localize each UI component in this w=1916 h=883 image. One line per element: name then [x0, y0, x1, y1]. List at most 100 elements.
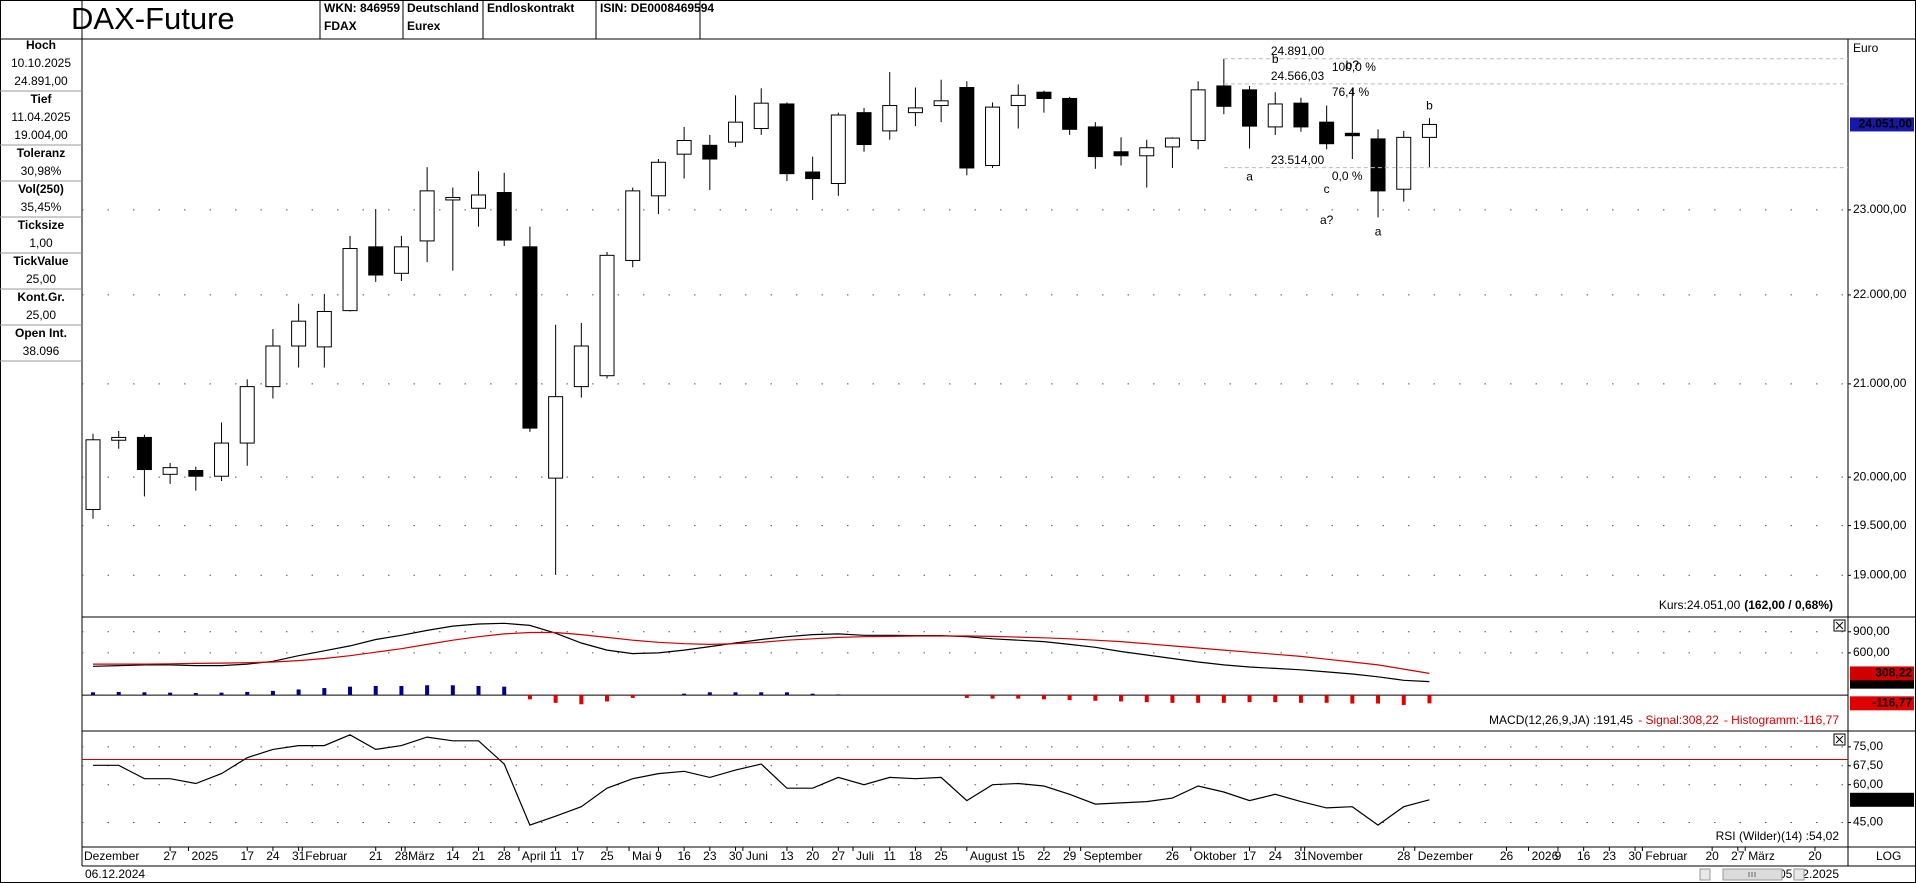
last-value-label: -116,77: [1872, 696, 1912, 710]
sidebar-value: 19.004,00: [14, 128, 68, 142]
scrollbar[interactable]: [1699, 868, 1805, 881]
macd-close[interactable]: [1833, 619, 1846, 632]
x-tick-label: 20: [806, 849, 820, 863]
candle-body: [1216, 85, 1232, 107]
candle-body: [1242, 89, 1258, 127]
candle-body: [573, 345, 589, 388]
candle-body: [933, 100, 949, 107]
x-tick-label: 28: [1397, 849, 1411, 863]
last-price-box: [1850, 117, 1914, 132]
quote-price: Kurs:24.051,00: [1659, 598, 1741, 612]
sidebar-value: 11.04.2025: [11, 110, 70, 124]
header-text: Endloskontrakt: [487, 1, 574, 15]
y-tick-label: 19.500,00: [1853, 518, 1907, 532]
header-text: Deutschland: [407, 1, 479, 15]
wave-label: b: [1426, 98, 1433, 112]
candle-body: [188, 470, 204, 477]
range-start: 06.12.2024: [85, 867, 145, 881]
x-tick-label: 9: [1555, 849, 1562, 863]
histogram-bar: [1041, 695, 1046, 700]
candle-body: [1164, 137, 1180, 148]
histogram-bar: [836, 694, 841, 696]
legend-entry: - Histogramm:-116,77: [1724, 713, 1839, 727]
x-tick-label: 26: [1166, 849, 1180, 863]
histogram-bar: [348, 686, 353, 696]
candle-body: [1087, 126, 1103, 158]
x-tick-label: 20: [1808, 849, 1822, 863]
candle-body: [291, 320, 307, 347]
histogram-bar: [733, 692, 738, 696]
x-tick-label: Februar: [1645, 849, 1687, 863]
indicator-line: [93, 631, 1430, 674]
x-tick-label: 15: [1012, 849, 1026, 863]
legend: RSI (Wilder)(14) :54,02: [1716, 829, 1840, 843]
histogram-bar: [759, 692, 764, 696]
x-tick-label: 16: [1577, 849, 1591, 863]
x-tick-label: 2025: [191, 849, 218, 863]
x-tick-label: 24: [266, 849, 280, 863]
candle-body: [496, 192, 512, 241]
quote-change: (162,00 / 0,68%): [1744, 598, 1833, 612]
candle-body: [265, 345, 281, 388]
candle-body: [882, 105, 898, 132]
x-tick-label: März: [1748, 849, 1775, 863]
x-tick-label: Dezember: [1418, 849, 1473, 863]
y-tick-label: 20.000,00: [1853, 469, 1907, 483]
candle-body: [85, 439, 101, 510]
histogram-bar: [1016, 695, 1021, 699]
candle-body: [1396, 136, 1412, 190]
legend-entry: - Signal:308,22: [1638, 713, 1719, 727]
histogram-bar: [1221, 695, 1226, 703]
y-tick-label: 19.000,00: [1853, 567, 1907, 581]
candle-body: [136, 436, 152, 471]
histogram-bar: [810, 693, 815, 696]
candle-body: [1319, 121, 1335, 145]
candle-body: [959, 87, 975, 169]
header-text: Eurex: [407, 19, 441, 33]
histogram-bar: [399, 685, 404, 696]
indicator-line: [92, 622, 1430, 683]
x-tick-label: 9: [655, 849, 662, 863]
sidebar-value: 38.096: [23, 344, 60, 358]
indicator-line: [93, 734, 1430, 826]
candle-body: [1113, 151, 1129, 157]
sidebar-value: 10.10.2025: [11, 56, 71, 70]
histogram-bar: [1119, 695, 1124, 702]
x-tick-label: 13: [780, 849, 794, 863]
x-tick-label: Februar: [305, 849, 347, 863]
sidebar-label: Toleranz: [17, 146, 65, 160]
x-tick-label: 14: [446, 849, 460, 863]
x-tick-label: August: [970, 849, 1008, 863]
x-tick-label: 17: [571, 849, 585, 863]
histogram-bar: [707, 692, 712, 696]
x-tick-label: 17: [241, 849, 255, 863]
x-tick-label: 20: [1705, 849, 1719, 863]
scroll-right[interactable]: [1793, 868, 1805, 881]
histogram-bar: [91, 692, 96, 696]
range-end: 05.12.2025: [1779, 867, 1839, 881]
candle-body: [1010, 94, 1026, 107]
histogram-bar: [1401, 695, 1406, 705]
scroll-left[interactable]: [1699, 868, 1711, 881]
histogram-bar: [1376, 695, 1381, 704]
candle-body: [316, 311, 332, 348]
candle-body: [1370, 138, 1386, 192]
candle-body: [111, 436, 127, 441]
candle-body: [1293, 102, 1309, 128]
candle-body: [625, 190, 641, 261]
x-tick-label: 23: [1603, 849, 1617, 863]
x-tick-label: Juli: [856, 849, 874, 863]
rsi-close[interactable]: [1833, 733, 1846, 746]
y-tick-label: 45,00: [1853, 815, 1883, 829]
scale-mode[interactable]: LOG: [1876, 849, 1901, 863]
y-tick-label: 60,00: [1853, 777, 1883, 791]
histogram-bar: [322, 688, 327, 696]
instrument-title: DAX-Future: [71, 1, 235, 36]
candle-body: [753, 102, 769, 130]
x-tick-label: Oktober: [1194, 849, 1237, 863]
currency-label: Euro: [1853, 41, 1879, 55]
y-tick-label: 67,50: [1853, 758, 1883, 772]
quote: Kurs:24.051,00 (162,00 / 0,68%): [1659, 598, 1833, 612]
